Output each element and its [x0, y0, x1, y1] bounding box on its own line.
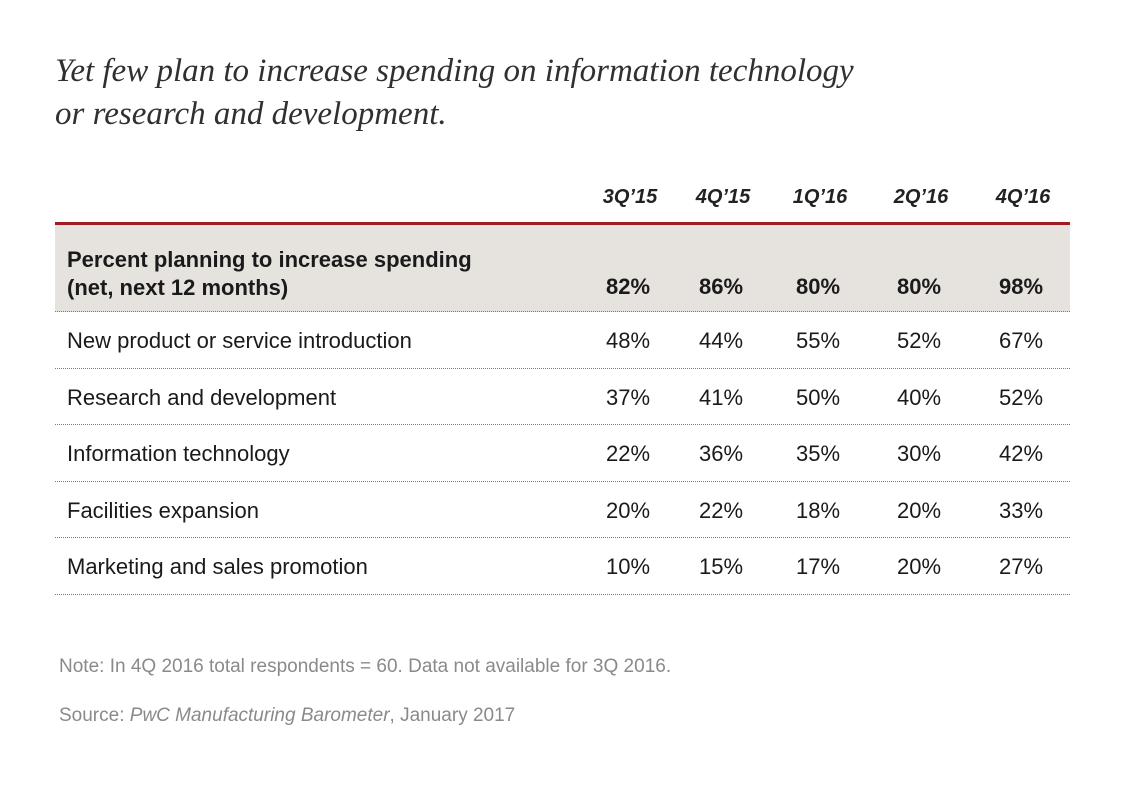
row-label-line-1: Percent planning to increase spending [67, 247, 472, 272]
table-row: Marketing and sales promotion 10% 15% 17… [55, 538, 1070, 595]
table-row: New product or service introduction 48% … [55, 312, 1070, 369]
row-label: Percent planning to increase spending (n… [67, 246, 472, 302]
table-cell: 44% [698, 328, 744, 353]
table-cell: 55% [795, 328, 841, 353]
table-cell: 36% [698, 441, 744, 466]
table-cell: 42% [998, 441, 1044, 466]
table-cell: 80% [795, 274, 841, 299]
table-cell: 35% [795, 441, 841, 466]
table-cell: 40% [896, 384, 942, 410]
table-cell: 10% [605, 554, 651, 579]
table-row: Research and development 37% 41% 50% 40%… [55, 369, 1070, 425]
chart-title-line-1: Yet few plan to increase spending on inf… [55, 53, 854, 89]
table-cell: 22% [698, 497, 744, 523]
table-cell: 22% [605, 441, 651, 466]
table-cell: 17% [795, 554, 841, 579]
row-label: Facilities expansion [67, 497, 259, 523]
table-cell: 86% [698, 274, 744, 299]
column-header-2q16: 2Q’16 [893, 186, 949, 208]
column-header-3q15: 3Q’15 [602, 186, 658, 208]
table-cell: 41% [698, 384, 744, 410]
table-row: Facilities expansion 20% 22% 18% 20% 33% [55, 482, 1070, 538]
table-header: 3Q’15 4Q’15 1Q’16 2Q’16 4Q’16 [55, 180, 1070, 222]
source-citation: Source: PwC Manufacturing Barometer, Jan… [59, 705, 515, 727]
footnote: Note: In 4Q 2016 total respondents = 60.… [59, 656, 672, 677]
column-header-4q16: 4Q’16 [995, 186, 1051, 208]
table-cell: 20% [896, 554, 942, 579]
table-cell: 82% [605, 274, 651, 299]
table-cell: 48% [605, 328, 651, 353]
row-label: Research and development [67, 384, 337, 410]
table-cell: 20% [896, 497, 942, 523]
table-cell: 52% [896, 328, 942, 353]
source-prefix: Source: [59, 705, 130, 726]
table-cell: 80% [896, 274, 942, 299]
table-cell: 15% [698, 554, 744, 579]
table-cell: 18% [795, 497, 841, 523]
column-header-1q16: 1Q’16 [792, 186, 848, 208]
table-row: Information technology 22% 36% 35% 30% 4… [55, 425, 1070, 482]
row-label: Information technology [67, 441, 290, 466]
chart-title-line-2: or research and development. [55, 96, 447, 132]
table-row-summary: Percent planning to increase spending (n… [55, 225, 1070, 312]
chart-title: Yet few plan to increase spending on inf… [55, 50, 1055, 136]
column-header-4q15: 4Q’15 [695, 186, 751, 208]
source-publication: PwC Manufacturing Barometer [129, 705, 390, 726]
table-cell: 52% [998, 384, 1044, 410]
row-label-line-2: (net, next 12 months) [67, 275, 289, 300]
table-cell: 20% [605, 497, 651, 523]
table-cell: 67% [998, 328, 1044, 353]
data-table: 3Q’15 4Q’15 1Q’16 2Q’16 4Q’16 Percent pl… [55, 180, 1070, 595]
row-label: New product or service introduction [67, 328, 412, 353]
table-cell: 50% [795, 384, 841, 410]
source-suffix: , January 2017 [389, 705, 516, 726]
table-cell: 37% [605, 384, 651, 410]
table-cell: 33% [998, 497, 1044, 523]
header-rule [55, 222, 1070, 225]
table-cell: 98% [998, 274, 1044, 299]
table-cell: 30% [896, 441, 942, 466]
row-label: Marketing and sales promotion [67, 554, 368, 579]
table-cell: 27% [998, 554, 1044, 579]
